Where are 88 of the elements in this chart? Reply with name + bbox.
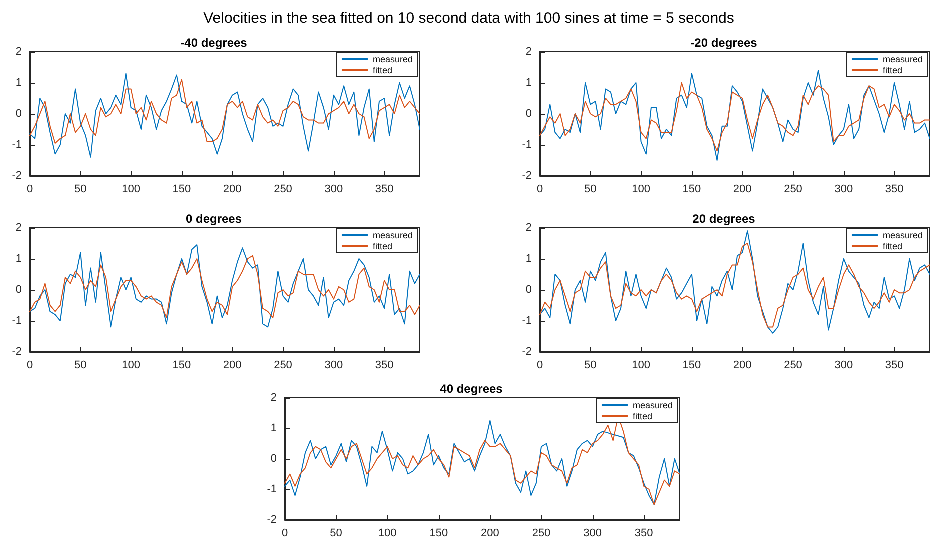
y-tick-label: -1 xyxy=(267,484,277,496)
y-tick-label: -2 xyxy=(522,346,532,358)
y-tick-label: 2 xyxy=(16,46,22,58)
x-tick-label: 300 xyxy=(324,184,344,196)
y-tick-label: 2 xyxy=(526,222,532,234)
x-tick-label: 0 xyxy=(536,360,544,372)
line-series xyxy=(540,82,930,152)
x-tick-label: 50 xyxy=(74,360,87,372)
x-tick-label: 0 xyxy=(282,528,288,540)
legend-label: fitted xyxy=(372,242,392,252)
text: Velocities in the sea fitted on 10 second data with 100 sines at time = 5 seconds xyxy=(202,10,736,27)
y-tick-label: -2 xyxy=(12,346,22,358)
legend-label: fitted xyxy=(882,242,902,252)
x-tick-label: 350 xyxy=(375,184,394,196)
x-tick-label: 150 xyxy=(172,360,192,372)
x-tick-label: 150 xyxy=(430,528,448,540)
y-tick-label: 2 xyxy=(270,392,277,404)
x-tick-label: 350 xyxy=(885,360,904,372)
line-series xyxy=(30,73,420,158)
x-tick-label: 100 xyxy=(632,184,650,196)
y-tick-label: 0 xyxy=(16,108,22,120)
line-series xyxy=(30,255,420,318)
x-tick-label: 300 xyxy=(324,360,344,372)
y-tick-label: 1 xyxy=(270,422,277,434)
legend-label: measured xyxy=(882,230,924,240)
x-tick-label: 0 xyxy=(26,184,34,196)
x-tick-label: 250 xyxy=(784,360,802,372)
x-tick-label: 100 xyxy=(632,360,650,372)
x-tick-label: 50 xyxy=(584,184,597,196)
line-series xyxy=(30,79,420,144)
x-tick-label: 300 xyxy=(584,528,602,540)
y-tick-label: -2 xyxy=(267,514,277,526)
chart-title: 20 degrees xyxy=(692,212,756,226)
legend-label: fitted xyxy=(632,412,652,422)
chart-title: 40 degrees xyxy=(440,382,504,396)
legend-label: fitted xyxy=(372,66,392,76)
chart-title: -20 degrees xyxy=(690,36,758,50)
x-tick-label: 350 xyxy=(375,360,394,372)
y-tick-label: 0 xyxy=(526,108,532,120)
y-tick-label: -1 xyxy=(12,139,22,151)
legend-label: measured xyxy=(632,400,674,410)
x-tick-label: 200 xyxy=(733,184,752,196)
line-series xyxy=(540,243,930,328)
y-tick-label: -1 xyxy=(522,139,532,151)
legend-label: measured xyxy=(882,54,924,64)
x-tick-label: 200 xyxy=(223,184,242,196)
x-tick-label: 0 xyxy=(26,360,34,372)
y-tick-label: 0 xyxy=(270,453,277,465)
x-tick-label: 150 xyxy=(172,184,192,196)
line-series xyxy=(30,244,420,328)
y-tick-label: 0 xyxy=(526,284,532,296)
line-series xyxy=(540,230,930,334)
y-tick-label: 0 xyxy=(16,284,22,296)
chart-title: -40 degrees xyxy=(180,36,248,50)
x-tick-label: 50 xyxy=(330,528,342,540)
y-tick-label: 1 xyxy=(16,253,22,265)
legend-label: measured xyxy=(372,230,414,240)
y-tick-label: -2 xyxy=(522,170,532,182)
legend-label: fitted xyxy=(882,66,902,76)
x-tick-label: 250 xyxy=(784,184,802,196)
x-tick-label: 300 xyxy=(834,360,854,372)
x-tick-label: 0 xyxy=(536,184,544,196)
y-tick-label: -1 xyxy=(12,315,22,327)
legend-label: measured xyxy=(372,54,414,64)
x-tick-label: 100 xyxy=(122,184,140,196)
x-tick-label: 50 xyxy=(584,360,597,372)
x-tick-label: 200 xyxy=(733,360,752,372)
chart-title: 0 degrees xyxy=(186,212,242,226)
y-tick-label: 1 xyxy=(526,253,532,265)
y-tick-label: 2 xyxy=(16,222,22,234)
x-tick-label: 250 xyxy=(532,528,551,540)
x-tick-label: 100 xyxy=(122,360,140,372)
y-tick-label: -1 xyxy=(522,315,532,327)
y-tick-label: 2 xyxy=(526,46,532,58)
y-tick-label: -2 xyxy=(12,170,22,182)
x-tick-label: 150 xyxy=(682,184,702,196)
x-tick-label: 250 xyxy=(274,184,292,196)
x-tick-label: 50 xyxy=(74,184,87,196)
x-tick-label: 350 xyxy=(634,528,654,540)
x-tick-label: 200 xyxy=(223,360,242,372)
x-tick-label: 150 xyxy=(682,360,702,372)
y-tick-label: 1 xyxy=(16,77,22,89)
x-tick-label: 200 xyxy=(481,528,500,540)
y-tick-label: 1 xyxy=(526,77,532,89)
x-tick-label: 100 xyxy=(378,528,397,540)
x-tick-label: 300 xyxy=(834,184,854,196)
x-tick-label: 350 xyxy=(885,184,904,196)
x-tick-label: 250 xyxy=(274,360,292,372)
